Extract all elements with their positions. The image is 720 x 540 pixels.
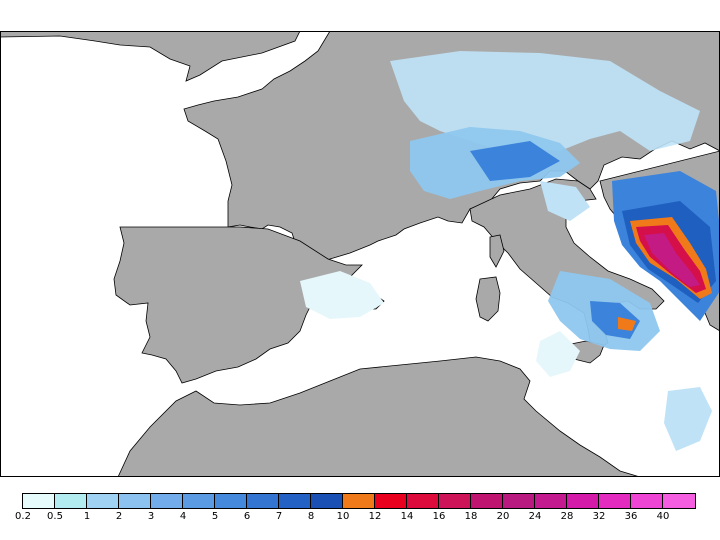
- legend-label: 40: [656, 511, 670, 522]
- land-england: [0, 31, 301, 82]
- legend-label: 8: [307, 511, 315, 522]
- legend-swatch: [87, 494, 119, 508]
- precip-south-italy-orange: [618, 317, 636, 331]
- precip-alps-north: [390, 51, 700, 151]
- legend-swatch: [599, 494, 631, 508]
- legend-label: 2: [115, 511, 123, 522]
- legend-swatch: [55, 494, 87, 508]
- legend-label: 14: [400, 511, 414, 522]
- legend-label: 0.2: [15, 511, 31, 522]
- legend-swatch: [631, 494, 663, 508]
- legend-swatch: [311, 494, 343, 508]
- precip-balearic: [300, 271, 384, 319]
- land-iberia: [113, 226, 363, 384]
- legend-label: 0.5: [47, 511, 63, 522]
- legend-label: 20: [496, 511, 510, 522]
- legend-label: 1: [83, 511, 91, 522]
- precip-alps-band: [470, 141, 560, 181]
- map-canvas: [0, 31, 720, 477]
- legend-label: 4: [179, 511, 187, 522]
- legend-label: 32: [592, 511, 606, 522]
- legend-swatch: [215, 494, 247, 508]
- legend-swatch: [247, 494, 279, 508]
- precipitation-legend: 0.2 0.5 1 2 3 4 5 6 7 8 10 12 14 16 18 20 24 28 32 36 40: [15, 493, 712, 533]
- legend-swatch: [407, 494, 439, 508]
- legend-swatch: [471, 494, 503, 508]
- precipitation-overlay: [300, 51, 720, 451]
- legend-label: 24: [528, 511, 542, 522]
- legend-swatch: [439, 494, 471, 508]
- legend-label: 18: [464, 511, 478, 522]
- legend-label: 7: [275, 511, 283, 522]
- legend-label: 16: [432, 511, 446, 522]
- legend-swatch: [183, 494, 215, 508]
- precipitation-map: [0, 31, 720, 477]
- legend-label: 3: [147, 511, 155, 522]
- legend-label: 10: [336, 511, 350, 522]
- legend-color-bar: [22, 493, 696, 509]
- legend-swatch: [23, 494, 55, 508]
- legend-swatch: [663, 494, 695, 508]
- legend-label: 36: [624, 511, 638, 522]
- legend-swatch: [503, 494, 535, 508]
- precip-sicily-strait: [536, 331, 580, 377]
- legend-swatch: [151, 494, 183, 508]
- legend-swatch: [567, 494, 599, 508]
- legend-label: 5: [211, 511, 219, 522]
- legend-swatch: [279, 494, 311, 508]
- precip-ligurian: [540, 181, 590, 221]
- legend-swatch: [119, 494, 151, 508]
- precip-adriatic-magenta: [644, 233, 700, 287]
- land-corsica: [489, 234, 505, 268]
- legend-swatch: [343, 494, 375, 508]
- legend-label: 12: [368, 511, 382, 522]
- land-north-africa: [117, 356, 641, 477]
- legend-swatch: [535, 494, 567, 508]
- legend-label: 6: [243, 511, 251, 522]
- legend-label: 28: [560, 511, 574, 522]
- precip-east-sea: [664, 387, 712, 451]
- land-sardinia: [475, 276, 501, 322]
- legend-swatch: [375, 494, 407, 508]
